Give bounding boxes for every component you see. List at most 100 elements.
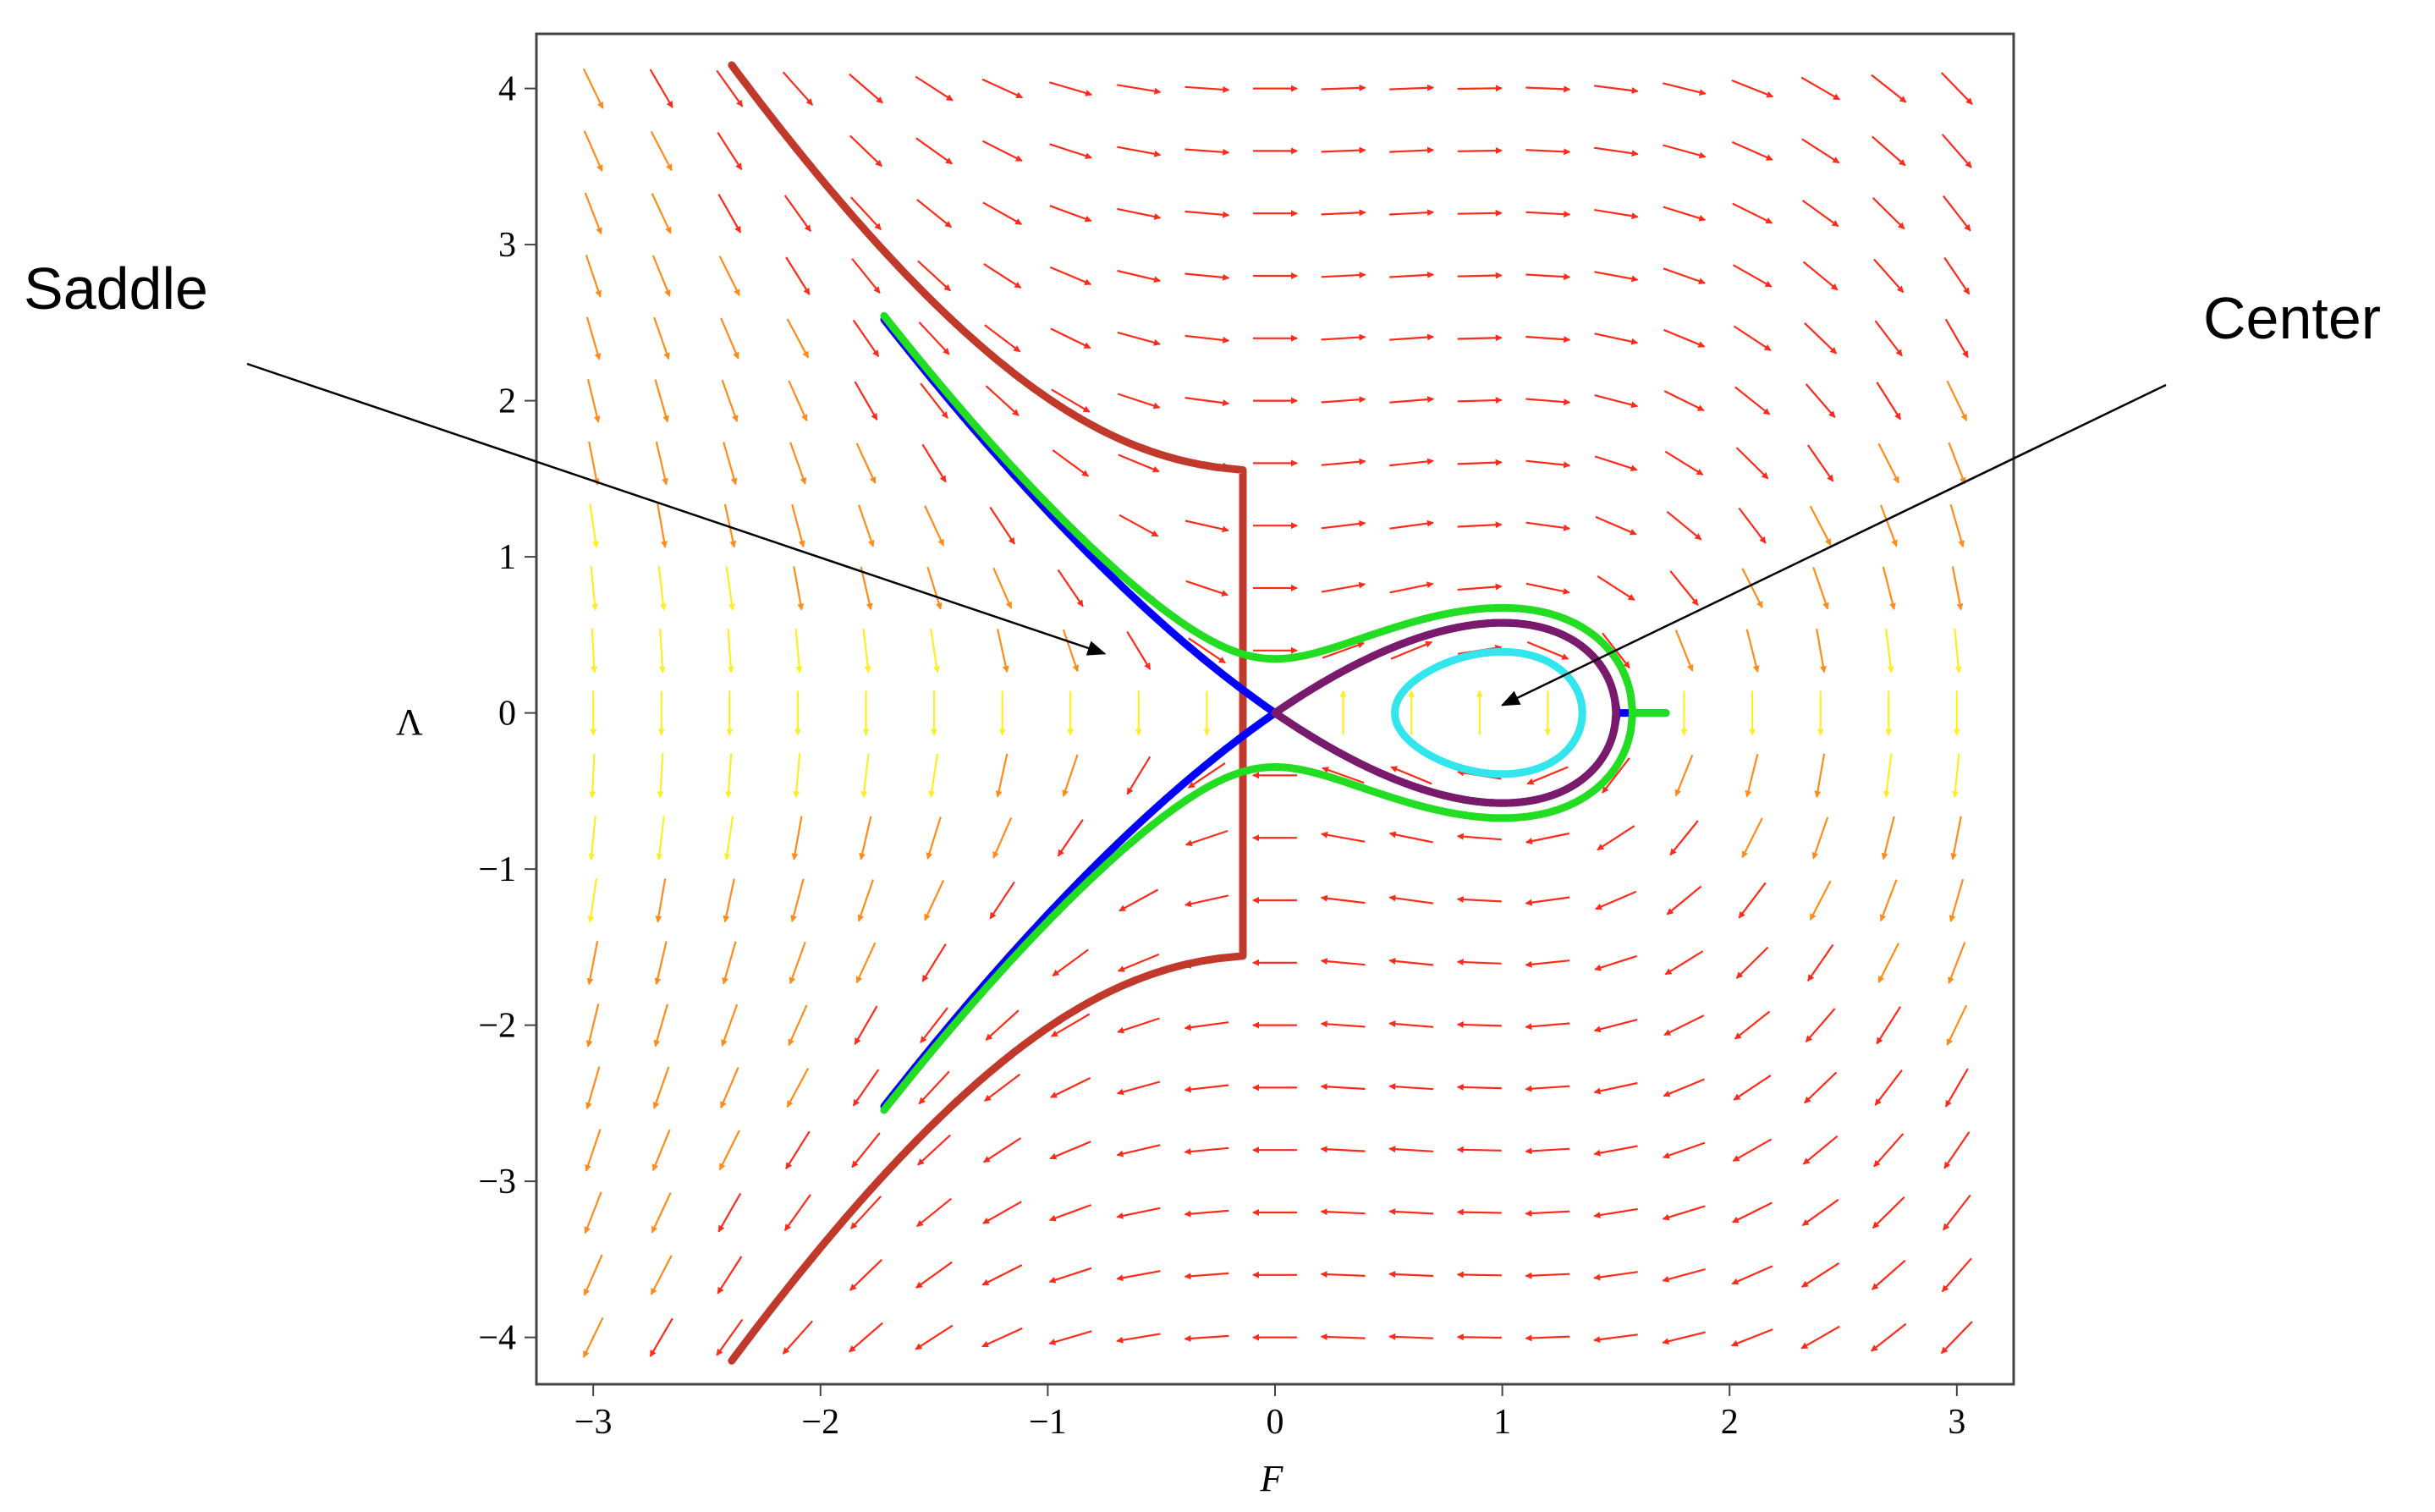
vector-arrow (1801, 200, 1839, 228)
vector-arrow (1804, 1071, 1838, 1104)
vector-arrow (924, 880, 945, 921)
vector-arrow (1664, 450, 1704, 476)
vector-arrow (789, 442, 807, 485)
vector-arrow (1187, 761, 1226, 789)
vector-arrow (1456, 1208, 1502, 1216)
vector-arrow (785, 256, 811, 295)
vector-arrow (1745, 753, 1759, 798)
vector-arrow (654, 379, 669, 423)
x-tick-label: 2 (1721, 1403, 1739, 1442)
vector-arrow (718, 1130, 740, 1171)
vector-arrow (915, 1324, 954, 1350)
vector-arrow (650, 1255, 673, 1295)
vector-arrow (1457, 459, 1503, 466)
vector-arrow (720, 317, 739, 360)
vector-arrow (788, 1004, 808, 1047)
vector-arrow (1949, 878, 1965, 922)
vector-arrow (1663, 267, 1706, 285)
vector-arrow (791, 503, 805, 548)
vector-arrow (1809, 505, 1832, 547)
vector-arrow (1185, 85, 1230, 93)
vector-arrow (1184, 1146, 1229, 1156)
vector-arrow (1185, 520, 1229, 533)
vector-arrow (1321, 146, 1366, 154)
vector-arrow (1525, 398, 1571, 406)
vector-arrow (657, 566, 667, 611)
vector-arrow (995, 753, 1009, 798)
vector-arrow (1525, 896, 1570, 906)
vector-arrow (1525, 459, 1571, 469)
vector-arrow (717, 131, 743, 171)
vector-arrow (790, 878, 805, 923)
vector-arrow (793, 566, 805, 611)
vector-arrow (723, 503, 737, 548)
vector-arrow (1948, 942, 1966, 985)
vector-arrow (725, 566, 735, 611)
vector-arrow (1320, 1146, 1366, 1153)
vector-arrow (1732, 202, 1773, 224)
vector-arrow (1602, 757, 1630, 794)
vector-arrow (1525, 273, 1571, 281)
vector-arrow (1049, 143, 1092, 160)
vector-arrow (1389, 84, 1435, 91)
vector-arrow (1525, 1147, 1570, 1155)
vector-arrow (1871, 1322, 1907, 1352)
x-tick-label: −2 (801, 1403, 839, 1442)
vector-arrow (849, 73, 883, 104)
vector-arrow (1457, 583, 1503, 591)
vector-arrow (1669, 820, 1699, 856)
vector-arrow (1457, 397, 1503, 404)
vector-arrow (1389, 146, 1435, 154)
vector-arrow (989, 506, 1015, 545)
vector-arrow (1738, 507, 1767, 544)
vector-arrow (1185, 210, 1230, 218)
vector-arrow (1664, 950, 1704, 976)
vector-arrow (1050, 1013, 1091, 1037)
vector-arrow (1457, 85, 1503, 92)
vector-arrow (1388, 894, 1434, 904)
vector-arrow (1666, 510, 1702, 541)
vector-arrow (916, 199, 953, 228)
vector-arrow (1456, 959, 1502, 966)
vector-arrow (1950, 816, 1962, 860)
vector-arrow (1388, 1020, 1434, 1028)
vector-arrow (721, 1003, 739, 1047)
vector-arrow (1126, 631, 1152, 670)
vector-arrow (1741, 568, 1763, 609)
vector-arrow (1525, 1085, 1570, 1092)
vector-arrow (918, 322, 950, 355)
vector-arrow (1871, 1259, 1906, 1290)
vector-arrow (851, 258, 881, 294)
vector-arrow (718, 256, 740, 297)
vector-arrow (1389, 333, 1435, 341)
x-tick-label: −3 (574, 1403, 613, 1442)
vector-arrow (1874, 1069, 1903, 1106)
vector-arrow (1525, 582, 1570, 595)
vector-arrow (915, 75, 954, 102)
vector-arrow (1952, 753, 1960, 799)
vector-arrow (1185, 272, 1230, 281)
vector-arrow (1118, 454, 1160, 473)
vector-arrow (851, 1132, 881, 1168)
center-annotation: Center (1500, 285, 2381, 707)
vector-arrow (920, 382, 948, 419)
vector-arrow (1877, 443, 1899, 484)
vector-arrow (1525, 335, 1571, 344)
vector-arrow (791, 816, 803, 860)
vector-arrow (924, 505, 945, 547)
vector-arrow (1805, 383, 1836, 418)
vector-arrow (649, 1317, 673, 1357)
vector-arrow (1593, 1207, 1638, 1219)
vector-arrow (985, 1009, 1020, 1041)
vector-arrow (985, 385, 1020, 416)
vector-arrow (1800, 1325, 1840, 1350)
vector-arrow (1525, 1334, 1570, 1342)
vector-arrow (1388, 1146, 1434, 1153)
vector-arrow (849, 135, 882, 168)
vector-arrow (1593, 1081, 1638, 1095)
vector-arrow (1389, 396, 1435, 404)
vector-arrow (1940, 72, 1973, 105)
vector-arrow (1389, 458, 1434, 467)
y-axis: 4 3 2 1 0 −1 −2 −3 −4 (478, 70, 536, 1358)
